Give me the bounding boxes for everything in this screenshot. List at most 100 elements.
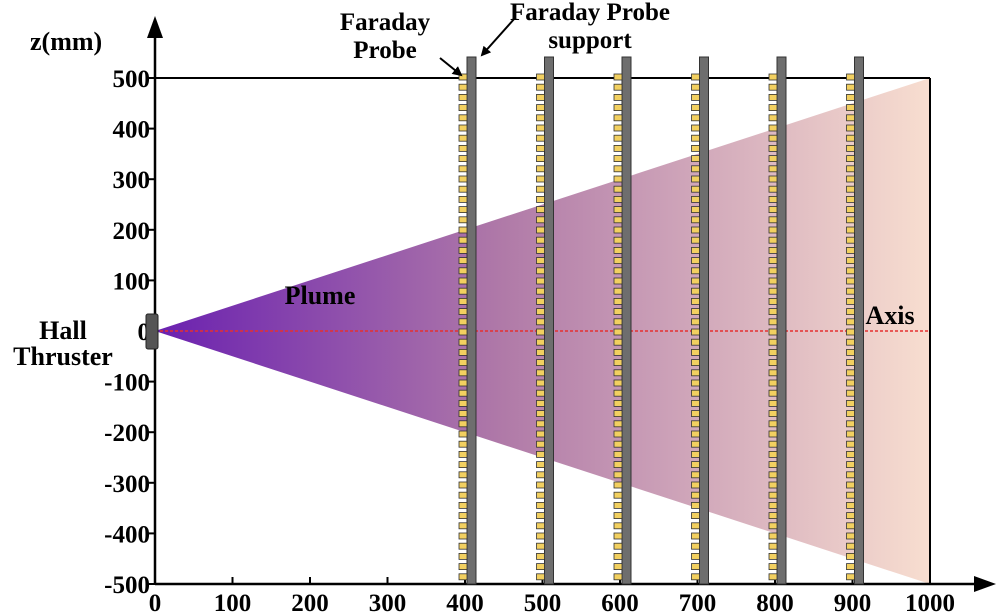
faraday-probe bbox=[846, 563, 855, 570]
faraday-probe bbox=[846, 206, 855, 214]
faraday-probe bbox=[458, 155, 468, 163]
faraday-probe bbox=[846, 450, 855, 458]
faraday-probe bbox=[613, 553, 623, 560]
faraday-probe bbox=[458, 563, 468, 570]
faraday-probe bbox=[846, 94, 855, 101]
y-axis-arrow bbox=[147, 16, 163, 38]
faraday-probe bbox=[613, 246, 623, 254]
faraday-probe bbox=[846, 369, 855, 377]
faraday-probe bbox=[691, 471, 700, 479]
y-tick-label: -100 bbox=[104, 370, 150, 397]
faraday-probe bbox=[691, 461, 700, 469]
faraday-probe bbox=[846, 501, 855, 509]
faraday-probe bbox=[613, 155, 623, 163]
faraday-probe bbox=[613, 134, 623, 142]
y-tick-label: -300 bbox=[104, 471, 150, 498]
faraday-probe bbox=[613, 512, 623, 519]
faraday-probe bbox=[691, 420, 700, 428]
faraday-probe bbox=[691, 287, 700, 295]
x-tick-label: 300 bbox=[369, 590, 407, 613]
faraday-probe bbox=[458, 553, 468, 560]
x-tick-label: 700 bbox=[679, 590, 717, 613]
faraday-probe bbox=[458, 410, 468, 418]
faraday-probe bbox=[613, 236, 623, 244]
faraday-probe bbox=[536, 348, 545, 356]
faraday-probe bbox=[536, 359, 545, 367]
faraday-probe bbox=[536, 410, 545, 418]
faraday-probe bbox=[691, 328, 700, 336]
faraday-probe bbox=[536, 542, 545, 550]
faraday-probe bbox=[458, 287, 468, 295]
x-tick-label: 900 bbox=[834, 590, 872, 613]
faraday-probe bbox=[536, 399, 545, 407]
faraday-probe bbox=[613, 440, 623, 448]
faraday-probe bbox=[768, 195, 778, 203]
faraday-probe bbox=[846, 512, 855, 519]
probe-array bbox=[613, 56, 632, 585]
faraday-probe bbox=[458, 348, 468, 356]
faraday-probe bbox=[768, 512, 778, 519]
faraday-probe bbox=[458, 226, 468, 234]
faraday-probe bbox=[613, 430, 623, 438]
x-tick-label: 600 bbox=[601, 590, 639, 613]
faraday-probe bbox=[691, 542, 700, 550]
faraday-probe bbox=[768, 573, 778, 581]
faraday-probe bbox=[768, 226, 778, 234]
faraday-probe bbox=[768, 379, 778, 387]
faraday-probe bbox=[536, 420, 545, 428]
faraday-probe bbox=[846, 399, 855, 407]
y-axis-label: z(mm) bbox=[30, 27, 102, 56]
faraday-probe bbox=[846, 246, 855, 254]
faraday-probe-label-line1: Faraday bbox=[340, 9, 431, 36]
faraday-probe bbox=[458, 328, 468, 336]
faraday-probe bbox=[458, 277, 468, 285]
faraday-probe bbox=[458, 216, 468, 224]
faraday-probe bbox=[458, 440, 468, 448]
faraday-probe bbox=[613, 104, 623, 111]
faraday-probe bbox=[691, 522, 700, 530]
faraday-probe bbox=[846, 267, 855, 275]
y-tick-label: 100 bbox=[113, 268, 151, 295]
faraday-probe-support bbox=[854, 56, 864, 585]
faraday-probe bbox=[691, 491, 700, 499]
faraday-probe bbox=[458, 195, 468, 203]
faraday-probe bbox=[613, 461, 623, 469]
faraday-probe-support bbox=[621, 56, 632, 585]
faraday-probe bbox=[536, 257, 545, 265]
faraday-probe bbox=[458, 308, 468, 316]
y-tick-label: 200 bbox=[113, 218, 151, 245]
faraday-probe bbox=[846, 216, 855, 224]
faraday-probe bbox=[768, 389, 778, 397]
faraday-probe bbox=[768, 185, 778, 193]
faraday-probe bbox=[536, 195, 545, 203]
faraday-probe bbox=[768, 471, 778, 479]
faraday-probe bbox=[691, 185, 700, 193]
faraday-probe bbox=[768, 257, 778, 265]
faraday-probe bbox=[768, 236, 778, 244]
faraday-probe bbox=[458, 369, 468, 377]
x-tick-label: 800 bbox=[756, 590, 794, 613]
faraday-probe bbox=[613, 257, 623, 265]
faraday-probe bbox=[768, 440, 778, 448]
faraday-probe bbox=[613, 532, 623, 540]
y-tick-label: 400 bbox=[113, 117, 151, 144]
faraday-probe bbox=[613, 297, 623, 305]
faraday-probe bbox=[458, 94, 468, 101]
faraday-probe bbox=[768, 206, 778, 214]
plume-label: Plume bbox=[285, 281, 356, 310]
faraday-probe bbox=[458, 471, 468, 479]
faraday-probe bbox=[536, 216, 545, 224]
faraday-probe bbox=[691, 83, 700, 91]
faraday-probe bbox=[536, 297, 545, 305]
faraday-probe bbox=[536, 501, 545, 509]
faraday-probe bbox=[768, 420, 778, 428]
faraday-probe bbox=[691, 379, 700, 387]
faraday-probe bbox=[613, 144, 623, 152]
faraday-probe bbox=[458, 512, 468, 519]
faraday-probe bbox=[536, 206, 545, 214]
faraday-probe-support bbox=[544, 56, 554, 585]
faraday-probe bbox=[536, 369, 545, 377]
faraday-probe bbox=[613, 450, 623, 458]
faraday-probe bbox=[846, 410, 855, 418]
